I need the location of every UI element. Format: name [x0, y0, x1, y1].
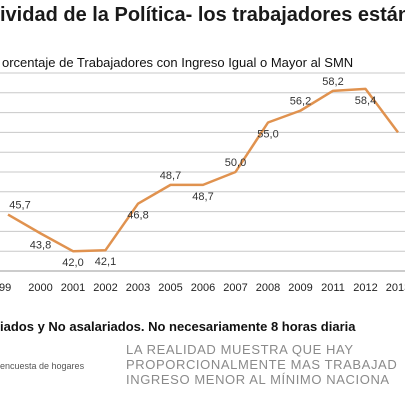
data-label: 55,0 — [257, 129, 278, 141]
conclusion-line: LA REALIDAD MUESTRA QUE HAY — [126, 342, 354, 357]
x-tick-label: 2006 — [191, 282, 215, 294]
page-title: ividad de la Política- los trabajadores … — [0, 4, 405, 26]
footnote: iados y No asalariados. No necesariament… — [0, 319, 356, 334]
data-label: 50,0 — [225, 157, 246, 169]
data-label: 48,7 — [160, 170, 181, 182]
x-tick-label: 2001 — [61, 282, 85, 294]
x-tick-label: 2000 — [28, 282, 52, 294]
x-tick-label: 2002 — [93, 282, 117, 294]
data-label: 42,1 — [95, 256, 116, 268]
chart-title: orcentaje de Trabajadores con Ingreso Ig… — [2, 55, 354, 70]
x-tick-label: 2009 — [288, 282, 312, 294]
data-label: 46,8 — [127, 210, 148, 222]
x-tick-label: 2008 — [256, 282, 280, 294]
x-tick-label: 999 — [0, 282, 11, 294]
conclusion-line: PROPORCIONALMENTE MAS TRABAJAD — [126, 357, 398, 372]
x-tick-label: 2013 — [386, 282, 405, 294]
data-label: 42,0 — [62, 257, 83, 269]
conclusion-line: INGRESO MENOR AL MÍNIMO NACIONA — [126, 372, 390, 387]
data-label: 43,8 — [30, 239, 51, 251]
series-line — [7, 87, 400, 253]
x-tick-label: 2011 — [321, 282, 345, 294]
data-label: 56,2 — [290, 96, 311, 108]
x-tick-label: 2005 — [158, 282, 182, 294]
conclusion-text: LA REALIDAD MUESTRA QUE HAY PROPORCIONAL… — [126, 342, 405, 387]
data-label: 58,4 — [355, 95, 376, 107]
data-label: 45,7 — [9, 200, 30, 212]
x-tick-label: 2007 — [223, 282, 247, 294]
data-label: 58,2 — [322, 76, 343, 88]
data-label: 48,7 — [192, 191, 213, 203]
x-tick-label: 2003 — [126, 282, 150, 294]
source-note: encuesta de hogares — [0, 361, 85, 371]
line-chart: 45,7 43,8 42,0 42,1 46,8 48,7 48,7 50,0 55,0 56,2… — [0, 72, 405, 294]
x-tick-label: 2012 — [353, 282, 377, 294]
